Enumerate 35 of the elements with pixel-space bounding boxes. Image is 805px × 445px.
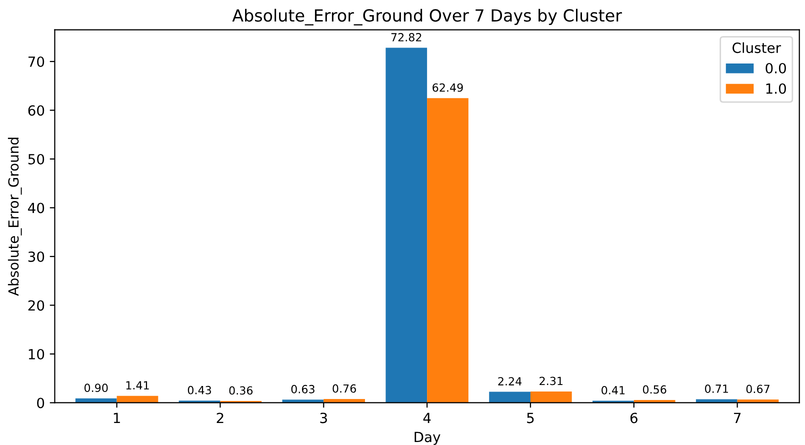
x-axis-title: Day xyxy=(414,432,440,445)
y-axis-title: Absolute_Error_Ground xyxy=(8,138,22,296)
data-label: 2.24 xyxy=(498,377,522,386)
y-tick-label: 50 xyxy=(28,154,44,164)
x-tick-label: 2 xyxy=(216,412,224,423)
data-label: 2.31 xyxy=(540,376,562,386)
legend-label: 0.0 xyxy=(766,62,786,74)
data-label: 0.90 xyxy=(84,384,108,392)
chart-title: Absolute_Error_Ground Over 7 Days by Cluster xyxy=(232,8,622,26)
data-label: 1.41 xyxy=(126,381,149,390)
data-label: 0.41 xyxy=(602,386,625,394)
data-label: 0.63 xyxy=(291,384,314,394)
y-tick-label: 40 xyxy=(28,202,44,214)
x-tick-label: 1 xyxy=(114,412,120,423)
y-tick-label: 70 xyxy=(28,56,44,67)
data-label: 0.67 xyxy=(746,384,770,394)
data-label: 0.36 xyxy=(229,386,253,395)
x-tick-label: 5 xyxy=(527,412,534,424)
data-label: 72.82 xyxy=(391,33,422,42)
y-tick-label: 0 xyxy=(37,398,44,408)
data-label: 0.71 xyxy=(704,384,728,393)
legend-title: Cluster xyxy=(732,42,782,54)
y-tick-label: 20 xyxy=(28,300,44,311)
y-tick-label: 60 xyxy=(28,105,44,116)
x-tick-label: 7 xyxy=(734,412,741,423)
y-tick-label: 30 xyxy=(28,251,44,262)
x-tick-label: 6 xyxy=(630,412,638,424)
data-label: 0.76 xyxy=(332,384,356,393)
y-tick-label: 10 xyxy=(28,348,44,360)
x-tick-label: 4 xyxy=(423,412,431,423)
legend-label: 1.0 xyxy=(766,83,786,94)
data-label: 0.56 xyxy=(642,385,666,394)
data-label: 62.49 xyxy=(432,83,463,92)
x-tick-label: 3 xyxy=(320,412,327,424)
data-label: 0.43 xyxy=(188,386,212,394)
